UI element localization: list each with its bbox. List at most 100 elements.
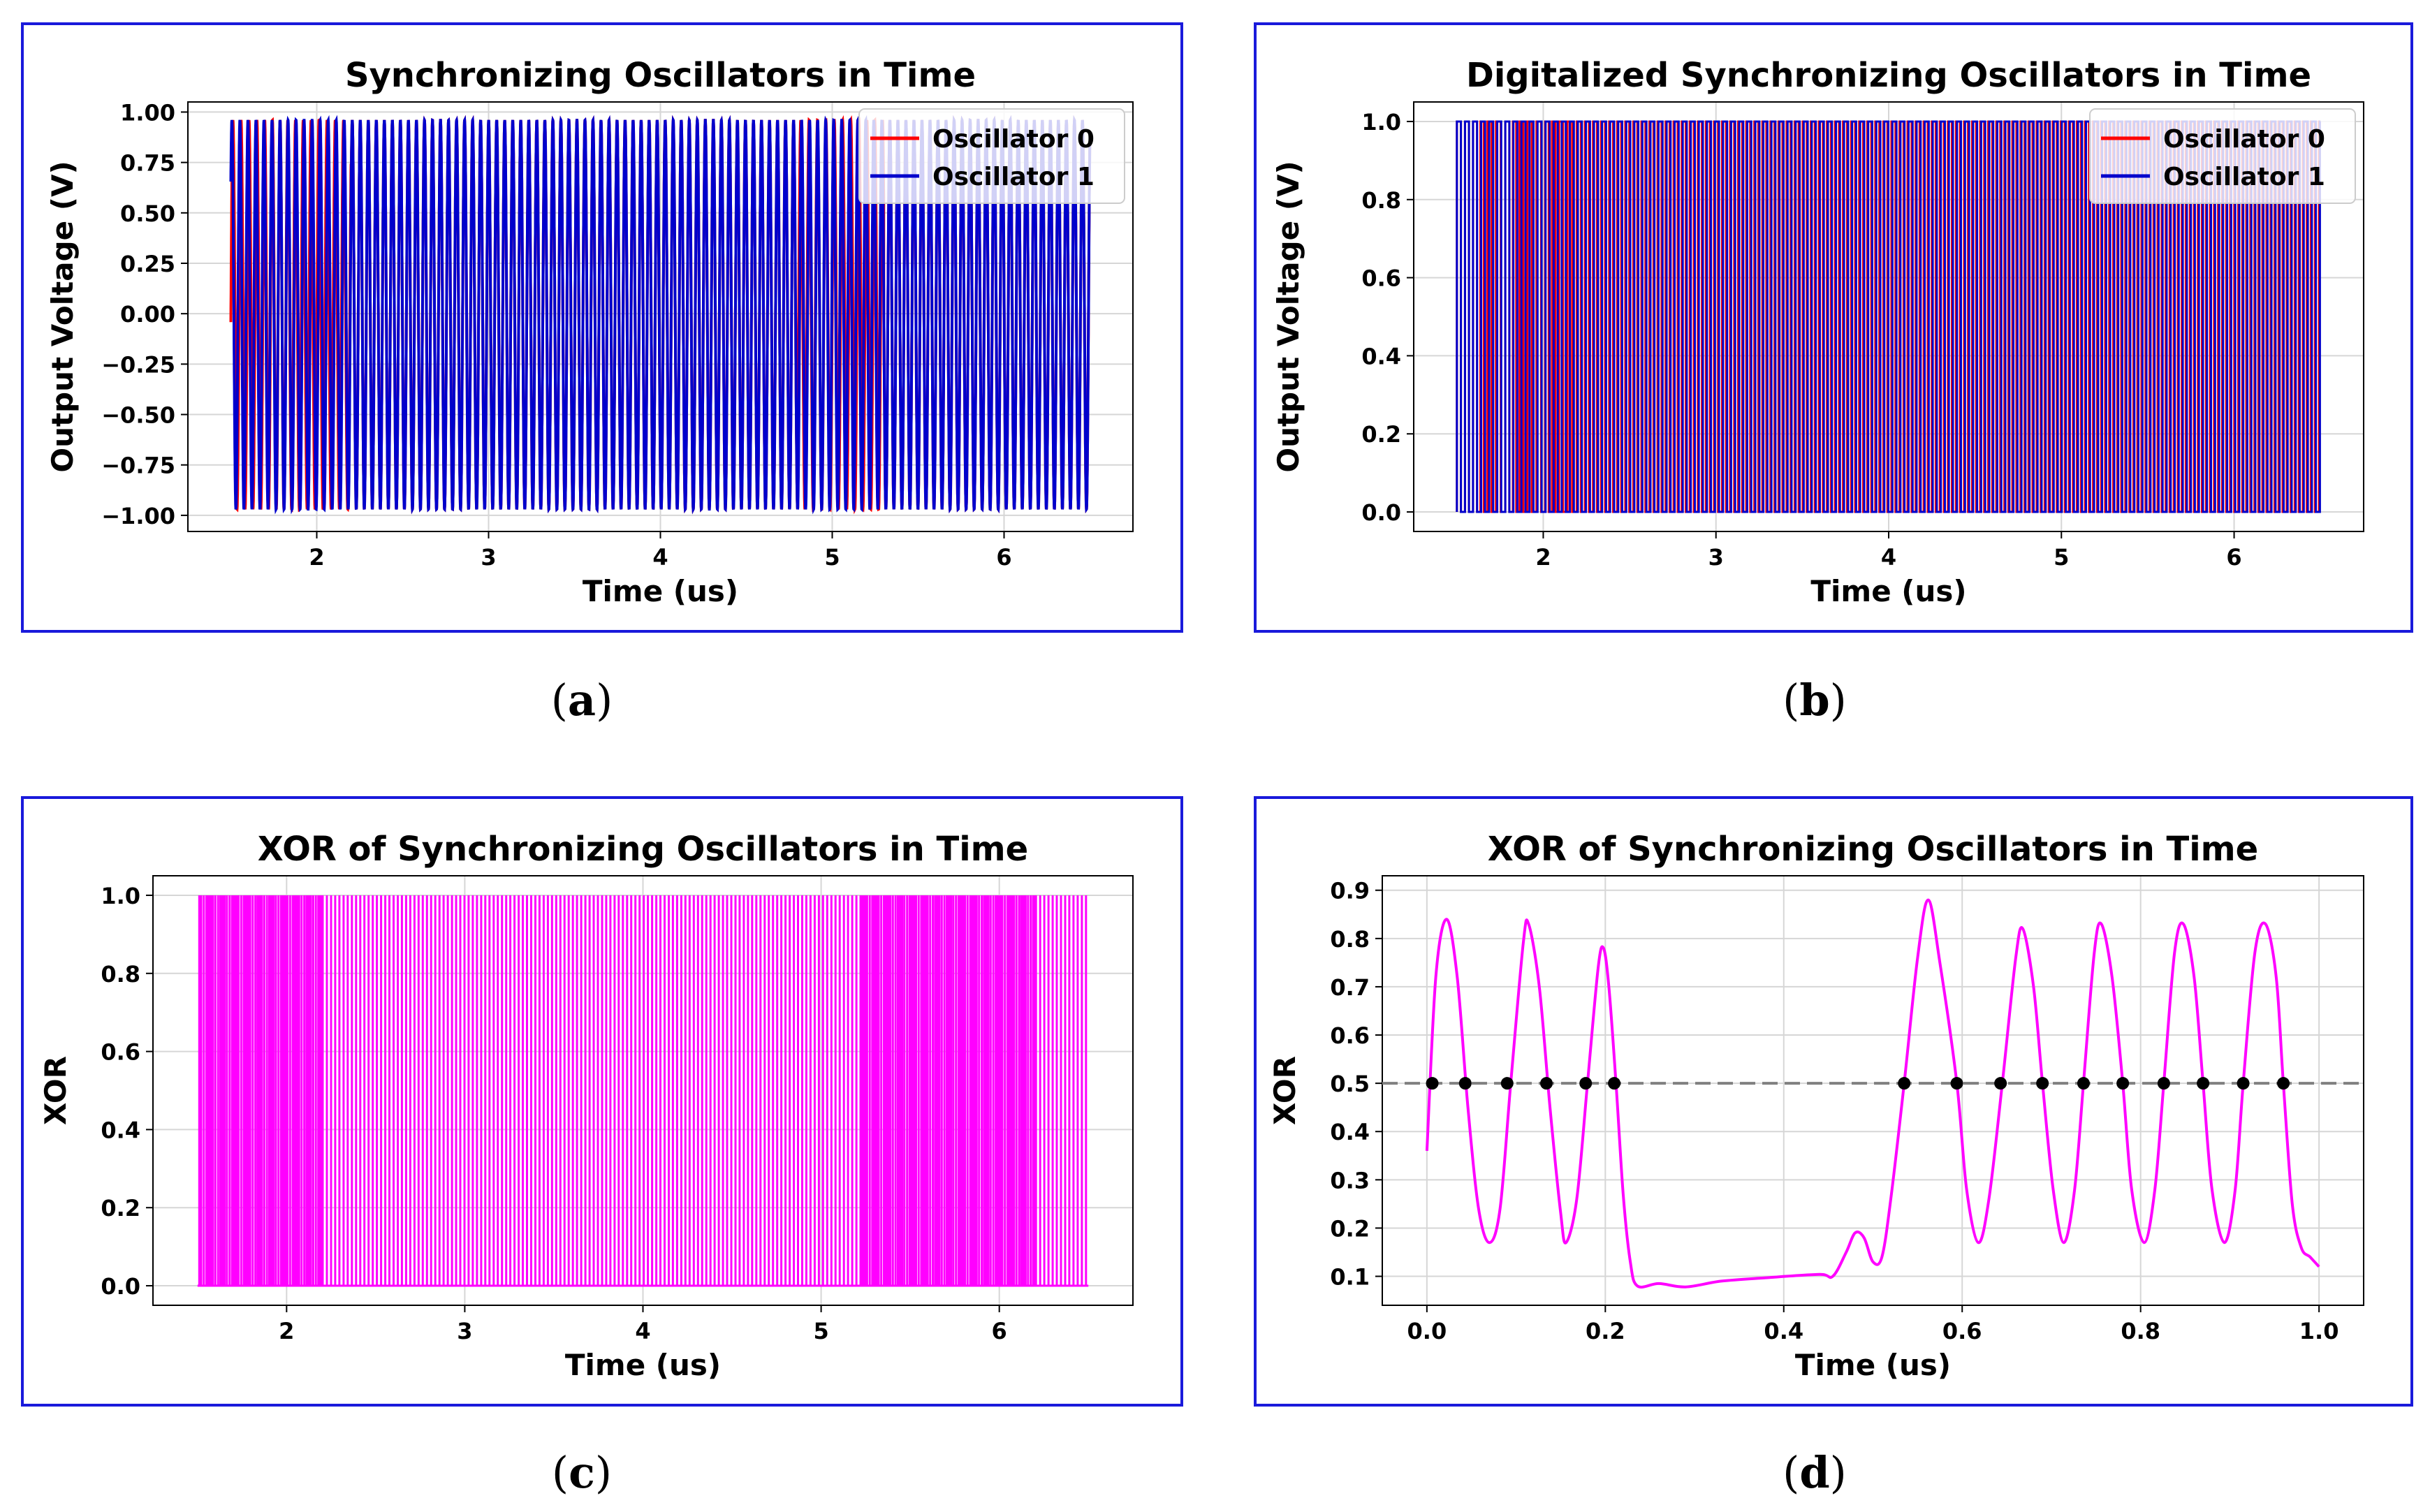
legend-label: Oscillator 1: [932, 163, 1095, 191]
y-tick-label: 0.0: [101, 1273, 140, 1300]
chart-c: XOR of Synchronizing Oscillators in Time…: [38, 830, 1134, 1382]
y-tick-label: 0.6: [1330, 1022, 1370, 1049]
x-tick-label: 3: [1708, 544, 1724, 571]
y-tick-label: 0.3: [1330, 1167, 1370, 1194]
x-tick-label: 0.6: [1942, 1318, 1982, 1344]
y-tick-label: 0.7: [1330, 974, 1370, 1001]
plot-frame: [1382, 875, 2364, 1306]
x-tick-label: 6: [996, 544, 1011, 571]
x-tick-label: 2: [279, 1318, 294, 1344]
plot-frame: [187, 101, 1134, 532]
x-axis-label: Time (us): [565, 1348, 721, 1382]
y-tick-label: 0.6: [101, 1039, 140, 1066]
y-tick-label: 0.5: [1330, 1071, 1370, 1097]
caption-b-letter: b: [1799, 675, 1830, 726]
y-tick-label: 0.9: [1330, 878, 1370, 904]
caption-a-letter: a: [567, 675, 596, 726]
panel-b: Digitalized Synchronizing Oscillators in…: [1254, 22, 2413, 633]
crossing-point: [2277, 1077, 2290, 1090]
x-tick-label: 3: [481, 544, 496, 571]
y-tick-label: 0.25: [120, 251, 175, 277]
y-tick-label: 0.1: [1330, 1264, 1370, 1291]
x-tick-label: 0.8: [2121, 1318, 2160, 1344]
chart-title: XOR of Synchronizing Oscillators in Time: [258, 830, 1028, 869]
y-tick-label: 0.4: [101, 1117, 140, 1143]
x-tick-label: 5: [824, 544, 840, 571]
chart-title: Digitalized Synchronizing Oscillators in…: [1466, 56, 2311, 95]
crossing-point: [1500, 1077, 1514, 1090]
legend-label: Oscillator 1: [2163, 163, 2325, 191]
y-tick-label: −0.25: [101, 351, 175, 378]
y-axis-label: XOR: [38, 1056, 73, 1125]
panel-a: Synchronizing Oscillators in Time −1.00 −0…: [21, 22, 1183, 633]
x-tick-label: 2: [309, 544, 324, 571]
x-axis-label: Time (us): [583, 574, 738, 608]
x-tick-label: 5: [813, 1318, 828, 1344]
x-tick-label: 0.4: [1764, 1318, 1803, 1344]
y-tick-label: 0.6: [1361, 265, 1401, 292]
crossing-point: [2077, 1077, 2090, 1090]
crossing-point: [1898, 1077, 1911, 1090]
crossing-point: [1608, 1077, 1621, 1090]
y-tick-label: 0.2: [101, 1195, 140, 1221]
crossing-point: [2157, 1077, 2170, 1090]
x-axis-label: Time (us): [1795, 1348, 1951, 1382]
y-tick-label: 0.00: [120, 301, 175, 328]
y-tick-label: 0.4: [1361, 343, 1401, 369]
crossing-point: [2237, 1077, 2250, 1090]
x-tick-label: 0.2: [1586, 1318, 1625, 1344]
y-tick-label: 0.8: [1361, 187, 1401, 214]
crossing-point: [1540, 1077, 1553, 1090]
x-tick-label: 0.0: [1407, 1318, 1447, 1344]
y-axis-label: XOR: [1268, 1056, 1302, 1125]
y-tick-label: −0.75: [101, 453, 175, 479]
crossing-point: [1994, 1077, 2007, 1090]
crossing-point: [2116, 1077, 2130, 1090]
y-tick-label: 0.75: [120, 150, 175, 177]
legend-label: Oscillator 0: [932, 125, 1095, 154]
y-axis-label: Output Voltage (V): [45, 161, 80, 472]
y-tick-label: 0.4: [1330, 1119, 1370, 1145]
caption-b: (b): [1783, 675, 1847, 726]
crossing-point: [1426, 1077, 1439, 1090]
legend-box: [2089, 108, 2356, 204]
series-xor-line: [197, 895, 1089, 1287]
panel-c: XOR of Synchronizing Oscillators in Time…: [21, 796, 1183, 1407]
caption-c-letter: c: [569, 1447, 595, 1498]
y-axis-label: Output Voltage (V): [1271, 161, 1305, 472]
x-tick-label: 4: [1881, 544, 1896, 571]
x-tick-label: 6: [992, 1318, 1007, 1344]
y-tick-label: 1.0: [1361, 109, 1401, 135]
chart-b: Digitalized Synchronizing Oscillators in…: [1271, 56, 2364, 608]
y-tick-label: 0.50: [120, 200, 175, 227]
plot-frame: [152, 875, 1134, 1306]
y-tick-label: 0.0: [1361, 499, 1401, 526]
series-xor-line: [1425, 898, 2320, 1289]
y-tick-label: 1.00: [120, 99, 175, 126]
legend-box: [858, 108, 1125, 204]
crossing-point: [2036, 1077, 2049, 1090]
caption-c: (c): [551, 1447, 613, 1498]
caption-d-letter: d: [1799, 1447, 1830, 1498]
y-tick-label: 0.8: [1330, 926, 1370, 953]
y-tick-label: 0.2: [1330, 1215, 1370, 1242]
chart-title: XOR of Synchronizing Oscillators in Time: [1488, 830, 2258, 869]
caption-a: (a): [550, 675, 613, 726]
chart-a: Synchronizing Oscillators in Time −1.00 −0…: [45, 56, 1134, 608]
caption-d: (d): [1783, 1447, 1847, 1498]
x-tick-label: 5: [2054, 544, 2069, 571]
crossing-point: [1579, 1077, 1593, 1090]
x-tick-label: 3: [457, 1318, 472, 1344]
x-axis-label: Time (us): [1810, 574, 1966, 608]
x-tick-label: 4: [635, 1318, 650, 1344]
crossing-point: [2197, 1077, 2210, 1090]
crossing-point: [1458, 1077, 1472, 1090]
legend-label: Oscillator 0: [2163, 125, 2325, 154]
y-tick-label: 1.0: [101, 883, 140, 909]
x-tick-label: 6: [2226, 544, 2241, 571]
chart-title: Synchronizing Oscillators in Time: [345, 56, 976, 95]
x-tick-label: 1.0: [2299, 1318, 2339, 1344]
x-tick-label: 2: [1535, 544, 1551, 571]
y-tick-label: 0.8: [101, 961, 140, 988]
chart-d: XOR of Synchronizing Oscillators in Time…: [1268, 830, 2364, 1382]
